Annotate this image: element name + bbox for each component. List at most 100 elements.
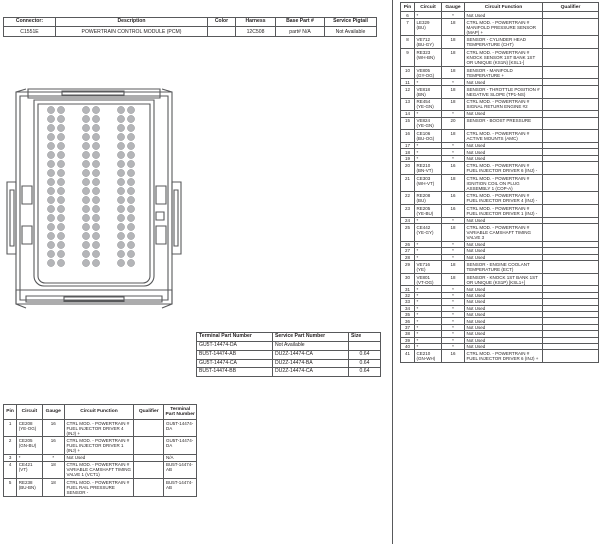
cell-circuit-function: CTRL MOD. - POWERTRAIN # FUEL INJECTOR D… — [464, 191, 543, 206]
cell-circuit: LE329 (BU) — [414, 17, 442, 37]
table-row: 8 VE712 (BU-GY) 18 SENSOR - CYLINDER HEAD T… — [400, 35, 599, 50]
cell-qualifier — [132, 436, 165, 456]
cell-size: 0.64 — [348, 349, 381, 360]
cell-terminal-part: GU5T-14474-CA — [196, 358, 273, 369]
cell-qualifier — [542, 253, 599, 262]
cell-pin: 5 — [2, 478, 18, 497]
column-header-size: Size — [348, 332, 381, 342]
table-row: 12 VE818 (BN) 18 SENSOR - THROTTLE POSITION… — [400, 84, 599, 99]
cell-circuit-function: SENSOR - KNOCK 1ST BANK 1ST OR UNIQUE (K… — [464, 272, 543, 287]
cell-pin: 13 — [400, 97, 415, 112]
table-row: 1 CE208 (YE-OG) 16 CTRL MOD. - POWERTRAIN #… — [2, 418, 197, 438]
cell-qualifier — [542, 116, 599, 131]
cell-service-part: Not Available — [272, 340, 349, 351]
column-header-gauge: Gauge — [41, 404, 65, 420]
cell-pin: 30 — [400, 272, 415, 287]
cell-pin: 7 — [400, 17, 415, 37]
cell-color — [207, 26, 236, 37]
cell-circuit-function: CTRL MOD. - POWERTRAIN # FUEL INJECTOR D… — [464, 161, 543, 175]
cell-size — [348, 340, 381, 351]
cell-qualifier — [542, 141, 599, 150]
cell-qualifier — [542, 240, 599, 249]
cell-pin: 9 — [400, 48, 415, 67]
table-row: 21 CE303 (WH-VT) 18 CTRL MOD. - POWERTRAIN … — [400, 173, 599, 193]
cell-description: POWERTRAIN CONTROL MODULE (PCM) — [55, 26, 208, 37]
table-row: 20 RE210 (BN-VT) 16 CTRL MOD. - POWERTRAIN … — [400, 161, 599, 175]
column-header-service-part-number: Service Part Number — [272, 332, 349, 342]
cell-gauge: 18 — [441, 223, 465, 242]
table-row: 24 * * Not Used — [400, 216, 599, 225]
column-header-pin: Pin — [2, 404, 18, 420]
table-row: 5 RE238 (BU-BN) 18 CTRL MOD. - POWERTRAIN #… — [2, 478, 197, 497]
cell-qualifier — [132, 418, 165, 438]
cell-gauge: 18 — [441, 48, 465, 67]
cell-qualifier — [132, 460, 165, 480]
cell-circuit: CE421 (VT) — [16, 460, 43, 480]
cell-base-part: part# N/A — [275, 26, 325, 37]
table-row: 25 CE442 (YE-GY) 18 CTRL MOD. - POWERTRAIN … — [400, 223, 599, 242]
table-row: 13 RE454 (YE-GN) 18 CTRL MOD. - POWERTRAIN … — [400, 97, 599, 112]
cell-qualifier — [542, 110, 599, 118]
cell-qualifier — [542, 84, 599, 99]
cell-gauge: 18 — [441, 84, 465, 99]
table-row: 3 * * Not Used N/A — [2, 454, 197, 462]
cell-qualifier — [542, 78, 599, 86]
cell-gauge: 16 — [441, 161, 465, 175]
cell-gauge: * — [41, 454, 65, 462]
column-header-circuit: Circuit — [414, 1, 442, 13]
cell-qualifier — [542, 223, 599, 242]
pin-detail-table-left: Pin Circuit Gauge Circuit Function Quali… — [2, 404, 197, 497]
column-header-circuit: Circuit — [16, 404, 43, 420]
cell-qualifier — [542, 204, 599, 218]
table-row: 14 * * Not Used — [400, 110, 599, 118]
cell-qualifier — [542, 129, 599, 143]
table-header-row: Connector: Description Color Harness Bas… — [3, 16, 377, 28]
cell-circuit-function: CTRL MOD. - POWERTRAIN # FUEL INJECTOR D… — [63, 418, 135, 438]
table-row: 15 VE824 (YE-GN) 20 SENSOR - BOOST PRESSURE — [400, 116, 599, 131]
cell-circuit-function: SENSOR - MANIFOLD TEMPERATURE + — [464, 65, 543, 80]
table-row: C1551E POWERTRAIN CONTROL MODULE (PCM) 1… — [3, 26, 377, 37]
cell-circuit-function: CTRL MOD. - POWERTRAIN # VARIABLE CAMSHA… — [464, 223, 543, 242]
table-row: 9 RE323 (WH-BN) 18 CTRL MOD. - POWERTRAIN #… — [400, 48, 599, 67]
column-header-pin: Pin — [400, 1, 415, 13]
cell-gauge: 16 — [41, 418, 65, 438]
column-header-base-part: Base Part # — [275, 16, 325, 28]
cell-gauge: 18 — [441, 65, 465, 80]
column-header-terminal-part-number: Terminal Part Number — [196, 332, 273, 342]
cell-qualifier — [542, 260, 599, 274]
table-row: 28 * * Not Used — [400, 253, 599, 262]
table-row: BU5T-14474-BB DU2Z-14474-CA 0.64 — [196, 367, 381, 378]
cell-gauge: 18 — [441, 260, 465, 274]
cell-pin: 12 — [400, 84, 415, 99]
cell-circuit: VE805 (GY-OG) — [414, 65, 442, 80]
cell-circuit: VE818 (BN) — [414, 84, 442, 99]
table-row: 2 CE205 (GN-BU) 16 CTRL MOD. - POWERTRAIN #… — [2, 436, 197, 456]
page-column-divider — [392, 0, 393, 544]
cell-circuit-function: CTRL MOD. - POWERTRAIN # SIGNAL RETURN E… — [464, 97, 543, 112]
table-row: 16 CE106 (BU-OG) 18 CTRL MOD. - POWERTRAIN … — [400, 129, 599, 143]
cell-gauge: 18 — [41, 460, 65, 480]
cell-terminal-part-number: GU5T-14474-DA — [163, 436, 197, 456]
table-row: 29 VE716 (YE) 18 SENSOR - ENGINE COOLANT TE… — [400, 260, 599, 274]
table-row: 4 CE421 (VT) 18 CTRL MOD. - POWERTRAIN # VA… — [2, 460, 197, 480]
cell-size: 0.64 — [348, 367, 381, 378]
table-row: 22 RE208 (BU) 16 CTRL MOD. - POWERTRAIN # F… — [400, 191, 599, 206]
table-row: 38 * * Not Used — [400, 330, 599, 338]
cell-gauge: 18 — [41, 478, 65, 497]
cell-terminal-part: BU5T-14474-BB — [196, 367, 273, 378]
cell-terminal-part: GU5T-14474-DA — [196, 340, 273, 351]
column-header-service-pigtail: Service Pigtail — [324, 16, 377, 28]
table-row: 19 * * Not Used — [400, 154, 599, 163]
cell-qualifier — [542, 216, 599, 225]
cell-qualifier — [542, 154, 599, 163]
table-row: 27 * * Not Used — [400, 247, 599, 255]
cell-qualifier — [542, 349, 599, 364]
table-header-row: Terminal Part Number Service Part Number… — [196, 332, 381, 342]
cell-qualifier — [542, 247, 599, 255]
cell-gauge: 20 — [441, 116, 465, 131]
cell-qualifier — [542, 17, 599, 37]
table-row: 40 * * Not Used — [400, 343, 599, 351]
terminal-parts-table: Terminal Part Number Service Part Number… — [196, 332, 381, 378]
table-row: 7 LE329 (BU) 18 CTRL MOD. - POWERTRAIN # MA… — [400, 17, 599, 37]
cell-circuit: RE205 (YE-BU) — [414, 204, 442, 218]
